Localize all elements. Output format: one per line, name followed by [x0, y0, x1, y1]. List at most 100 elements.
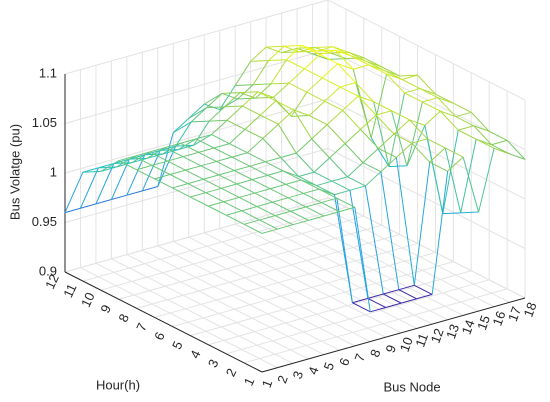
- mesh-edge: [185, 169, 204, 180]
- x-tick-label: 11: [412, 331, 431, 349]
- mesh-edge: [460, 211, 479, 214]
- mesh-edge: [281, 51, 300, 54]
- mesh-edge: [270, 82, 289, 85]
- y-tick-label: 8: [115, 311, 132, 324]
- mesh-edge: [337, 63, 357, 84]
- mesh-edge: [444, 147, 462, 213]
- mesh-edge: [339, 86, 359, 97]
- mesh-edge: [191, 120, 210, 123]
- floor-grid-line: [188, 236, 386, 338]
- mesh-edge: [206, 106, 225, 109]
- y-tick-label: 6: [151, 330, 168, 343]
- mesh-edge: [362, 162, 382, 173]
- x-tick-label: 13: [443, 322, 462, 341]
- mesh-edge: [231, 152, 248, 158]
- mesh-edge: [234, 61, 252, 86]
- mesh-edge: [383, 293, 402, 304]
- mesh-edge: [319, 54, 338, 65]
- mesh-edge: [172, 187, 191, 198]
- mesh-edge: [427, 138, 446, 149]
- mesh-edge: [118, 160, 137, 171]
- floor-grid-line: [142, 249, 340, 351]
- mesh-edge: [378, 147, 397, 158]
- mesh-edge: [344, 143, 364, 163]
- mesh-edge: [378, 133, 395, 149]
- mesh-edge: [314, 46, 333, 48]
- mesh-edge: [336, 197, 356, 208]
- mesh-edge: [344, 128, 361, 144]
- y-axis: [64, 271, 263, 373]
- mesh-edge: [293, 109, 310, 116]
- mesh-edge: [270, 59, 287, 85]
- mesh-edge: [173, 121, 192, 134]
- mesh-edge: [409, 119, 426, 126]
- z-axis-label: Bus Volatge (pu): [7, 124, 22, 220]
- mesh-edge: [308, 100, 326, 116]
- mesh-edge: [396, 142, 413, 158]
- floor-grid-line: [243, 288, 508, 364]
- mesh-edge: [151, 164, 171, 175]
- mesh-edge: [292, 219, 309, 226]
- mesh-edge: [429, 161, 448, 172]
- mesh-edge: [190, 192, 206, 198]
- mesh-edge: [347, 176, 366, 187]
- mesh-edge: [419, 88, 439, 99]
- mesh-edge: [126, 190, 143, 196]
- mesh-edge: [257, 91, 277, 102]
- mesh-edge: [370, 73, 388, 138]
- mesh-edge: [244, 128, 264, 139]
- mesh-edge: [334, 189, 351, 196]
- mesh-edge: [259, 219, 278, 230]
- mesh-edge: [313, 171, 333, 182]
- x-tick-label: 5: [321, 360, 338, 372]
- mesh-edge: [409, 119, 428, 140]
- mesh-edge: [331, 180, 351, 191]
- mesh-edge: [167, 160, 186, 171]
- mesh-edge: [455, 111, 472, 118]
- mesh-edge: [180, 138, 197, 144]
- mesh-edge: [193, 120, 210, 146]
- mesh-edge: [273, 82, 290, 98]
- mesh-edge: [244, 114, 261, 130]
- mesh-edge: [188, 103, 205, 119]
- mesh-edge: [422, 97, 439, 103]
- mesh-edge: [391, 110, 410, 121]
- floor-grid-line: [219, 228, 417, 329]
- floor-grid-line: [312, 201, 510, 303]
- mesh-edge: [470, 111, 490, 132]
- mesh-edge: [262, 123, 279, 139]
- y-axis-label: Hour(h): [96, 377, 140, 392]
- mesh-edge: [164, 147, 184, 158]
- mesh-edge: [304, 68, 323, 79]
- mesh-edge: [187, 183, 207, 194]
- mesh-edge: [337, 63, 354, 70]
- mesh-edge: [154, 178, 173, 189]
- mesh-edge: [126, 154, 146, 196]
- mesh-edge: [268, 59, 287, 62]
- mesh-edge: [242, 91, 259, 107]
- mesh-edge: [296, 47, 313, 55]
- mesh-edge: [188, 107, 207, 119]
- mesh-edge: [80, 167, 99, 209]
- y-tick-label: 9: [97, 302, 114, 315]
- mesh-edge: [406, 101, 423, 166]
- mesh-edge: [238, 196, 258, 207]
- mesh-edge: [255, 96, 274, 99]
- mesh-edge: [234, 165, 250, 172]
- y-tick-label: 1: [241, 375, 258, 388]
- mesh-edge: [458, 125, 474, 131]
- floor-grid-line: [80, 267, 278, 369]
- mesh-edge: [131, 157, 148, 164]
- mesh-edge: [321, 63, 339, 79]
- mesh-edge: [185, 165, 202, 171]
- mesh-edge: [367, 297, 386, 308]
- mesh-edge: [362, 147, 379, 163]
- mesh-edge: [453, 102, 472, 113]
- x-tick-label: 7: [352, 352, 369, 364]
- mesh-edge: [321, 202, 340, 213]
- mesh-edge: [198, 151, 217, 162]
- mesh-edge: [240, 91, 258, 94]
- mesh-edge: [414, 284, 433, 295]
- mesh-edge: [295, 138, 313, 154]
